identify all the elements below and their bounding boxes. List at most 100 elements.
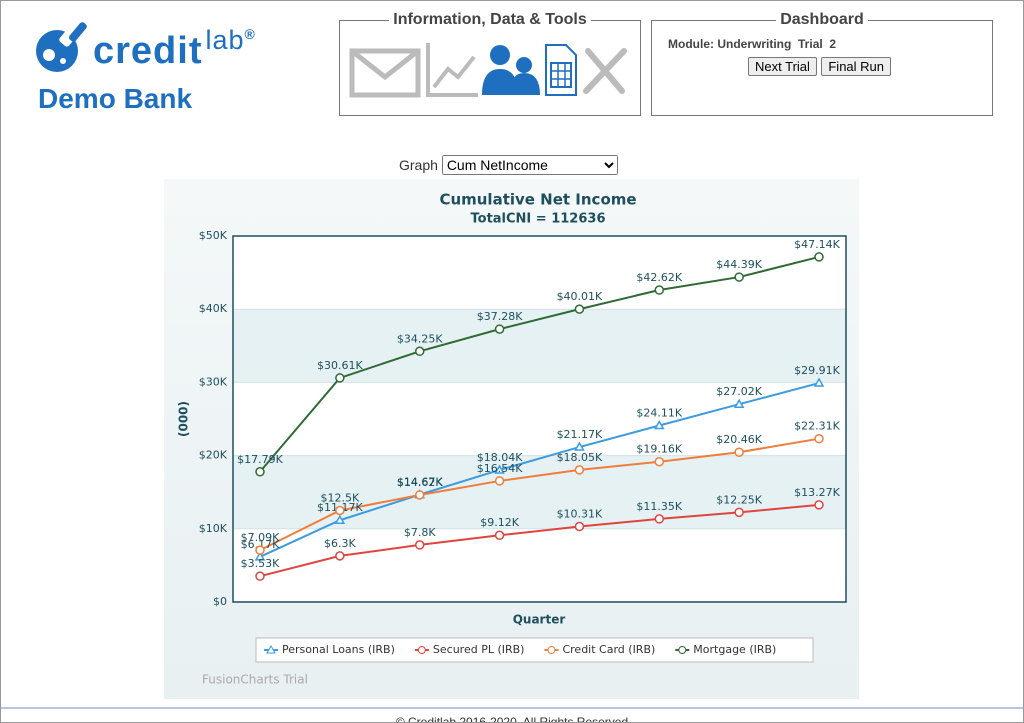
dashboard-panel: Dashboard Module: Underwriting Trial 2 N… <box>651 11 993 116</box>
data-point <box>733 398 745 408</box>
data-point <box>414 490 425 500</box>
legend-marker <box>266 644 276 654</box>
data-label: $9.12K <box>480 516 519 529</box>
y-tick-label: $40K <box>199 302 228 315</box>
legend-label: Secured PL (IRB) <box>433 643 525 656</box>
y-tick-label: $30K <box>199 375 228 388</box>
data-point <box>653 420 665 430</box>
data-label: $20.46K <box>716 433 762 446</box>
data-label: $14.62K <box>397 476 443 489</box>
module-info: Module: Underwriting Trial 2 <box>668 37 992 51</box>
legend-box <box>255 637 814 663</box>
data-point <box>574 465 585 475</box>
data-label: $24.11K <box>636 407 682 420</box>
data-label: $47.14K <box>794 238 840 251</box>
data-point <box>494 464 505 474</box>
data-label: $16.54K <box>477 462 523 475</box>
data-point <box>734 447 744 457</box>
data-label: $13.27K <box>794 486 840 499</box>
data-point <box>414 540 425 550</box>
data-point <box>494 324 505 334</box>
data-label: $6.17K <box>241 538 280 551</box>
y-tick-label: $10K <box>199 522 228 535</box>
plot-border <box>232 235 847 603</box>
tool-icons <box>349 43 627 98</box>
legend-marker <box>417 646 426 654</box>
series-line <box>259 437 820 551</box>
data-point <box>654 514 665 524</box>
data-point <box>494 530 505 540</box>
footer: © Creditlab 2016-2020. All Rights Reserv… <box>395 715 629 723</box>
data-point <box>335 373 345 383</box>
plot-area <box>233 236 846 602</box>
data-label: $7.09K <box>241 531 280 544</box>
data-point <box>494 476 505 486</box>
next-trial-button[interactable]: Next Trial <box>748 57 817 76</box>
graph-select[interactable]: Cum NetIncome <box>441 155 618 175</box>
final-run-button[interactable]: Final Run <box>821 57 891 76</box>
series-line <box>259 255 820 473</box>
chart: Cumulative Net Income TotalCNI = 112636 … <box>164 179 859 699</box>
logo-icon <box>36 21 87 72</box>
y-tick-label: $0 <box>213 595 227 608</box>
data-label: $22.31K <box>794 420 840 433</box>
logo-word: lab <box>205 25 245 55</box>
watermark: FusionCharts Trial <box>202 673 308 687</box>
users-icon[interactable] <box>482 45 540 95</box>
data-label: $19.16K <box>636 443 682 456</box>
data-label: $30.61K <box>317 359 363 372</box>
trend-icon[interactable] <box>426 43 478 97</box>
data-label: $12.5K <box>320 492 359 505</box>
data-point <box>254 551 266 561</box>
sheet-icon[interactable] <box>545 44 577 96</box>
data-point <box>734 507 744 518</box>
trial-label: Trial <box>798 37 823 51</box>
data-point <box>654 456 665 467</box>
footer-rule <box>1 707 1023 709</box>
chart-subtitle: TotalCNI = 112636 <box>471 212 606 227</box>
data-label: $18.05K <box>557 451 603 464</box>
data-point <box>734 272 744 282</box>
trial-value: 2 <box>829 37 837 51</box>
x-axis-label: Quarter <box>513 613 566 627</box>
data-point <box>334 514 346 524</box>
chart-title: Cumulative Net Income <box>439 191 636 209</box>
y-axis-label: (000) <box>177 401 191 437</box>
data-point <box>574 521 585 532</box>
data-label: $34.25K <box>397 332 443 345</box>
data-label: $7.8K <box>404 526 436 539</box>
data-point <box>255 545 265 555</box>
legend-marker <box>547 646 556 654</box>
data-label: $44.39K <box>716 258 762 271</box>
data-point <box>814 433 824 444</box>
logo-text: credit lab® <box>93 25 256 73</box>
data-point <box>814 500 824 510</box>
data-point <box>813 377 825 387</box>
data-label: $3.53K <box>241 557 280 570</box>
logo-mark: ® <box>244 26 256 42</box>
data-label: $18.04K <box>477 451 523 464</box>
mail-icon[interactable] <box>349 48 421 98</box>
bank-name: Demo Bank <box>38 83 193 114</box>
data-label: $6.3K <box>324 537 356 550</box>
grid-band <box>233 455 846 529</box>
logo-word: credit <box>93 30 203 72</box>
selector-label: Graph <box>399 157 438 173</box>
panel-title: Dashboard <box>780 11 864 28</box>
tools-icon[interactable] <box>583 48 627 94</box>
data-label: $10.31K <box>557 508 603 521</box>
button-row: Next Trial Final Run <box>748 57 992 76</box>
graph-selector: Graph Cum NetIncome <box>399 155 618 175</box>
data-label: $21.17K <box>557 428 603 441</box>
module-label: Module: <box>668 37 714 51</box>
data-point <box>414 346 425 357</box>
data-label: $27.02K <box>716 385 762 398</box>
y-tick-label: $20K <box>199 449 228 462</box>
legend-marker <box>678 646 687 654</box>
panel-title: Information, Data & Tools <box>393 11 587 28</box>
data-point <box>814 252 824 262</box>
tools-panel: Information, Data & Tools <box>339 11 641 116</box>
data-point <box>654 285 665 295</box>
